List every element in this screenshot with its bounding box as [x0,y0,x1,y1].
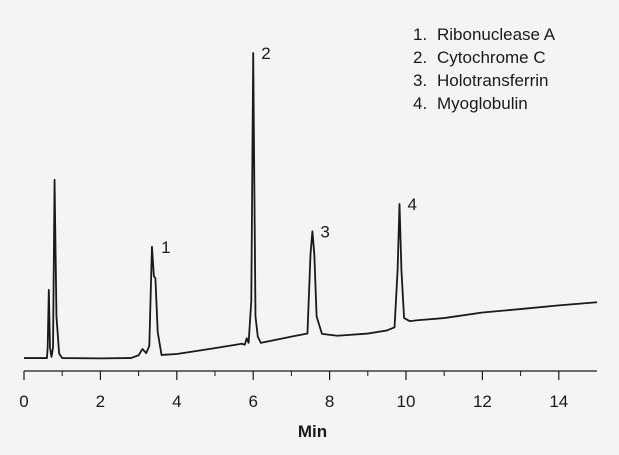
x-tick-label-6: 6 [248,392,257,411]
peak-label-2: 2 [261,44,270,63]
legend-entry-4: Myoglobulin [437,94,528,113]
x-tick-label-14: 14 [549,392,568,411]
chromatogram-trace [24,52,598,360]
peak-label-1: 1 [161,238,170,257]
peak-label-4: 4 [408,195,417,214]
legend-number-1: 1. [413,25,427,44]
x-tick-label-2: 2 [96,392,105,411]
x-axis-label: Min [298,422,327,441]
legend-entry-2: Cytochrome C [437,48,546,67]
peak-label-3: 3 [320,222,329,241]
legend-number-2: 2. [413,48,427,67]
legend-number-3: 3. [413,71,427,90]
x-tick-label-8: 8 [325,392,334,411]
x-tick-label-10: 10 [397,392,416,411]
x-tick-label-0: 0 [19,392,28,411]
legend-entry-1: Ribonuclease A [437,25,556,44]
legend-entry-3: Holotransferrin [437,71,549,90]
legend-number-4: 4. [413,94,427,113]
x-tick-label-12: 12 [473,392,492,411]
x-tick-label-4: 4 [172,392,181,411]
